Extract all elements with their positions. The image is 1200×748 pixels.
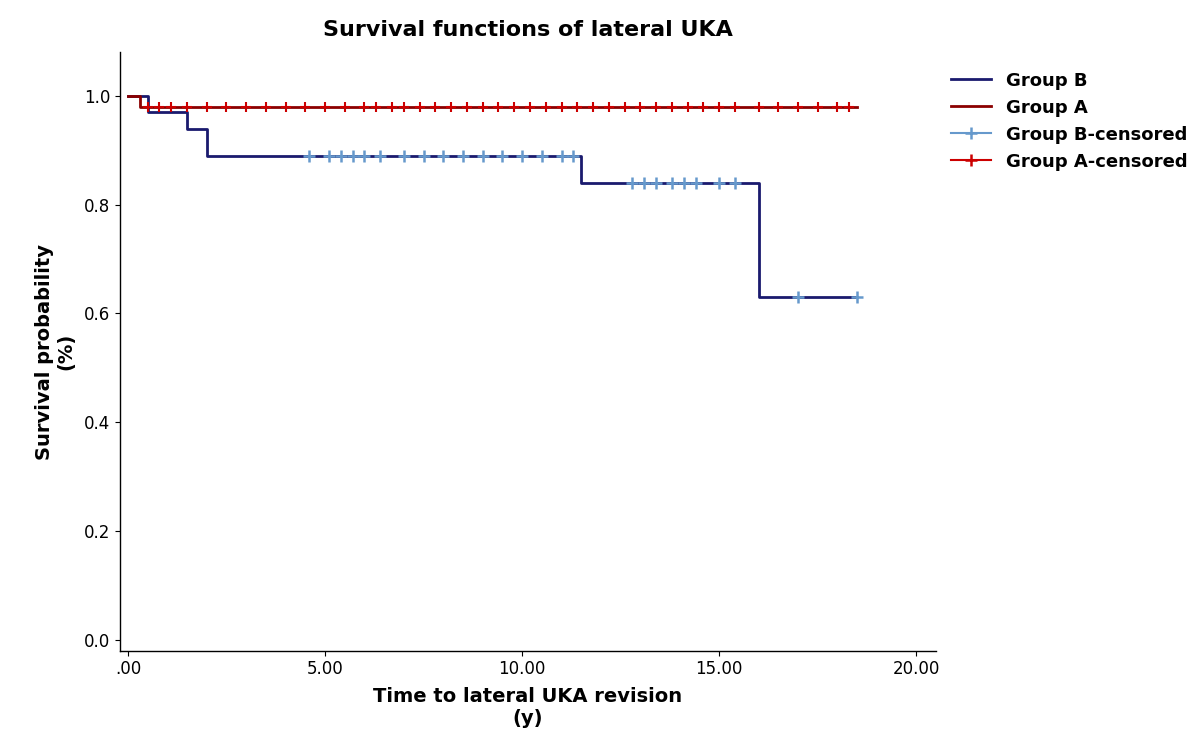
Legend: Group B, Group A, Group B-censored, Group A-censored: Group B, Group A, Group B-censored, Grou… bbox=[944, 64, 1194, 178]
Y-axis label: Survival probability
(%): Survival probability (%) bbox=[35, 244, 76, 459]
X-axis label: Time to lateral UKA revision
(y): Time to lateral UKA revision (y) bbox=[373, 687, 683, 728]
Title: Survival functions of lateral UKA: Survival functions of lateral UKA bbox=[323, 19, 733, 40]
